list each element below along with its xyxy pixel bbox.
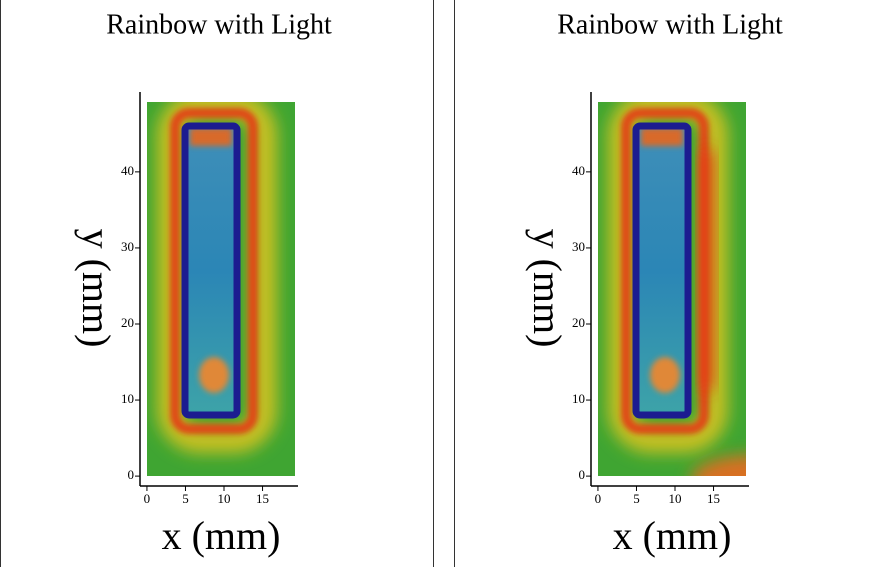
x-tick-label: 5: [633, 491, 640, 506]
heatmap-image: [147, 102, 295, 476]
panel: Rainbow with Light 0 10 20 30 40 0 5 10 15 x (mm) y…: [455, 0, 872, 567]
x-tick-label: 10: [218, 491, 231, 506]
x-tick-label: 10: [669, 491, 682, 506]
heatmap-image: [598, 102, 811, 505]
x-tick-label: 15: [256, 491, 269, 506]
chart-title: Rainbow with Light: [557, 9, 783, 40]
y-tick-label: 0: [579, 467, 586, 482]
heat-top: [641, 128, 683, 146]
panel: Rainbow with Light 0 10 20 30 40 0 5 10 15 x (mm) y…: [1, 0, 434, 567]
y-tick-label: 30: [121, 239, 134, 254]
y-tick-label: 20: [121, 315, 134, 330]
heat-top: [190, 128, 232, 146]
y-tick-label: 20: [572, 315, 585, 330]
y-tick-label: 30: [572, 239, 585, 254]
x-axis-label: x (mm): [613, 513, 732, 558]
x-tick-label: 15: [707, 491, 720, 506]
heat-blob: [650, 357, 680, 393]
x-tick-label: 0: [144, 491, 151, 506]
x-tick-label: 0: [595, 491, 602, 506]
y-tick-label: 10: [121, 391, 134, 406]
heat-blob: [199, 357, 229, 393]
y-axis-label: y (mm): [74, 229, 119, 348]
x-axis-label: x (mm): [162, 513, 281, 558]
y-tick-label: 0: [128, 467, 135, 482]
y-tick-label: 40: [572, 163, 585, 178]
y-tick-label: 40: [121, 163, 134, 178]
x-tick-label: 5: [182, 491, 189, 506]
heat-red-side: [701, 150, 713, 390]
chart-title: Rainbow with Light: [106, 9, 332, 40]
figure: Rainbow with Light 0 10 20 30 40 0 5 10 15 x (mm) y…: [0, 0, 872, 567]
y-axis-label: y (mm): [525, 229, 570, 348]
y-tick-label: 10: [572, 391, 585, 406]
